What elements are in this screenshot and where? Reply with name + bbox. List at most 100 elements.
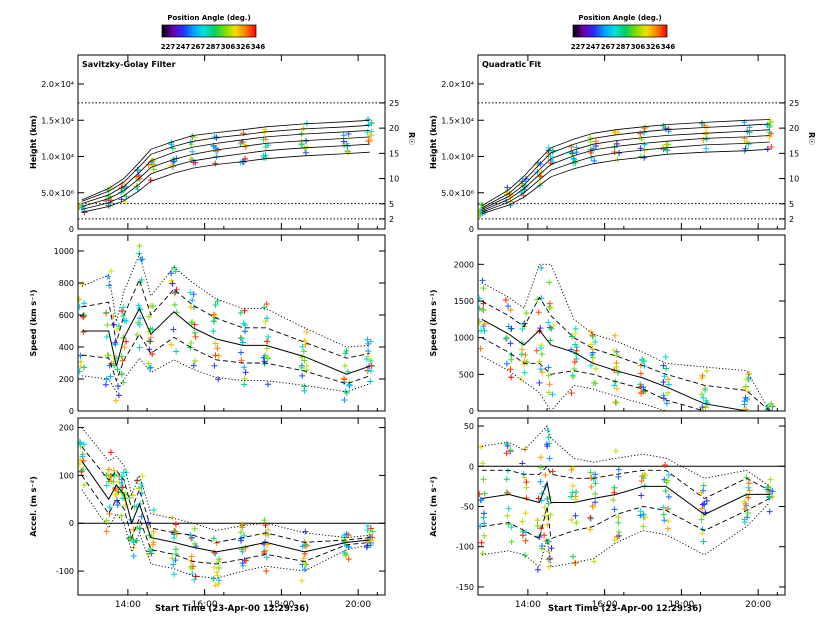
data-point — [523, 310, 530, 317]
plot-area — [478, 102, 785, 220]
series-line — [481, 355, 770, 411]
data-point — [481, 490, 488, 497]
data-point — [113, 491, 120, 498]
panel-accel-sg: 14:00 16:00 18:00 20:00 -100 0 100 200 Accel. (m… — [29, 417, 386, 610]
data-point — [542, 472, 549, 479]
data-point — [340, 132, 347, 139]
data-point — [123, 318, 130, 325]
data-point — [368, 120, 375, 127]
series-line — [81, 124, 370, 202]
y-tick-label: 0 — [69, 225, 74, 234]
data-point — [660, 504, 667, 511]
data-point — [299, 372, 306, 379]
y2-tick-label: 10 — [789, 175, 799, 184]
data-point — [172, 546, 179, 553]
data-point — [547, 337, 554, 344]
data-point — [126, 494, 133, 501]
plot-area — [478, 425, 785, 573]
data-point — [190, 291, 197, 298]
data-point — [665, 493, 672, 500]
data-point — [592, 365, 599, 372]
plot-frame — [477, 54, 786, 230]
data-point — [342, 552, 349, 559]
data-point — [298, 364, 305, 371]
y-tick-label: 5.0×10⁶ — [441, 189, 474, 198]
data-point — [130, 553, 137, 560]
data-point — [699, 530, 706, 537]
data-point — [478, 208, 483, 215]
x-tick-label: 14:00 — [515, 600, 541, 610]
data-point — [664, 525, 671, 532]
data-point — [534, 162, 541, 169]
y-tick-label: 5.0×10⁶ — [41, 189, 74, 198]
data-point — [240, 320, 247, 327]
data-point — [264, 338, 271, 345]
data-point — [745, 484, 752, 491]
colorbar-tick: 346 — [251, 43, 266, 51]
colorbar-tick: 326 — [646, 43, 661, 51]
data-point — [171, 290, 178, 297]
data-point — [148, 547, 155, 554]
data-point — [572, 496, 579, 503]
data-point — [504, 184, 511, 191]
plot-frame — [77, 234, 386, 412]
data-point — [303, 138, 310, 145]
data-point — [641, 141, 648, 148]
data-point — [637, 370, 644, 377]
data-point — [590, 476, 597, 483]
data-point — [173, 348, 180, 355]
data-point — [188, 553, 195, 560]
data-point — [130, 526, 137, 533]
data-point — [637, 153, 644, 160]
data-point — [640, 523, 647, 530]
data-point — [242, 544, 249, 551]
data-point — [699, 501, 706, 508]
y-tick-label: 1.0×10⁴ — [441, 153, 474, 162]
data-point — [189, 319, 196, 326]
data-point — [103, 528, 110, 535]
data-point — [150, 539, 157, 546]
data-point — [664, 147, 671, 154]
y-tick-label: 1.0×10⁴ — [41, 153, 74, 162]
data-point — [104, 322, 111, 329]
data-point — [503, 440, 510, 447]
data-point — [239, 559, 246, 566]
data-point — [507, 340, 514, 347]
data-point — [136, 525, 143, 532]
data-point — [237, 309, 244, 316]
y-tick-label: -100 — [56, 567, 74, 576]
data-point — [768, 143, 775, 150]
data-point — [743, 376, 750, 383]
data-point — [211, 564, 218, 571]
data-point — [569, 489, 576, 496]
data-point — [545, 538, 552, 545]
data-point — [588, 352, 595, 359]
y-tick-label: 0 — [469, 462, 474, 471]
data-point — [572, 512, 579, 519]
data-point — [479, 550, 486, 557]
data-point — [545, 364, 552, 371]
data-point — [503, 334, 510, 341]
colorbar-right: Position Angle (deg.) 227 247 267 287 30… — [571, 14, 676, 51]
series-line — [81, 278, 370, 359]
data-point — [504, 490, 511, 497]
data-point — [78, 203, 83, 210]
plot-area — [478, 263, 776, 411]
data-point — [537, 464, 544, 471]
data-point — [342, 350, 349, 357]
data-point — [519, 532, 526, 539]
data-point — [611, 506, 618, 513]
data-point — [301, 566, 308, 573]
y-axis-label: Accel. (m s⁻²) — [29, 476, 38, 537]
data-point — [701, 500, 708, 507]
data-point — [505, 505, 512, 512]
data-point — [368, 538, 375, 545]
data-point — [368, 132, 375, 139]
data-point — [119, 484, 126, 491]
data-point — [237, 159, 244, 166]
data-point — [365, 353, 372, 360]
data-point — [345, 556, 352, 563]
data-point — [172, 268, 179, 275]
data-point — [81, 364, 88, 371]
data-point — [107, 473, 114, 480]
